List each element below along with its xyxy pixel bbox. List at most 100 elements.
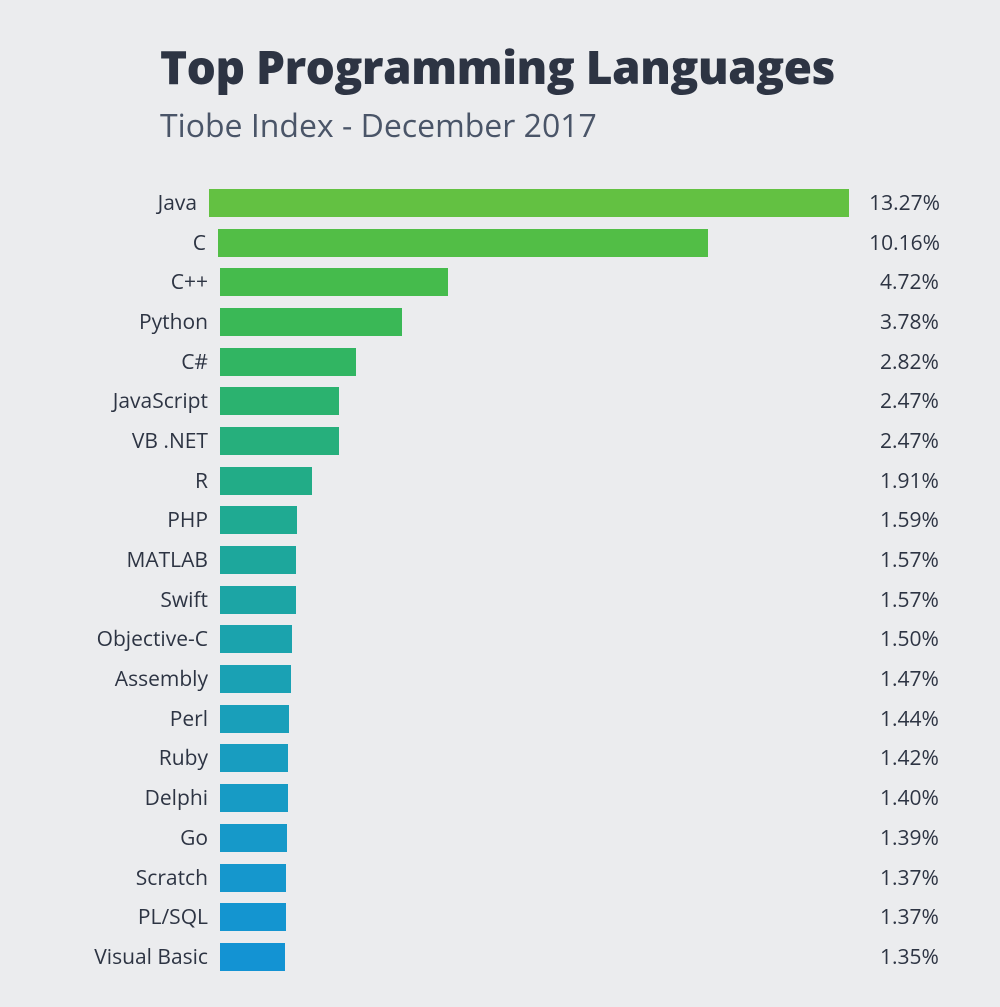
- bar-value: 2.82%: [860, 348, 939, 376]
- bar-track: [220, 943, 860, 971]
- bar-row: Go 1.39%: [60, 818, 940, 858]
- bar: [220, 467, 312, 495]
- bar-track: [220, 824, 860, 852]
- bar-label: VB .NET: [60, 427, 220, 455]
- bar-label: Go: [60, 824, 220, 852]
- bar-row: MATLAB1.57%: [60, 540, 940, 580]
- bar-value: 4.72%: [860, 268, 939, 296]
- bar-row: C++ 4.72%: [60, 262, 940, 302]
- bar: [220, 824, 287, 852]
- bar-value: 2.47%: [860, 387, 939, 415]
- bar-value: 1.44%: [860, 705, 939, 733]
- bar-value: 1.37%: [860, 864, 939, 892]
- bar: [220, 546, 296, 574]
- bar-track: [220, 506, 860, 534]
- bar-value: 1.57%: [860, 586, 939, 614]
- bar: [220, 943, 285, 971]
- bar: [220, 864, 286, 892]
- bar-row: Java 13.27%: [60, 183, 940, 223]
- bar-track: [220, 427, 860, 455]
- bar-row: C# 2.82%: [60, 342, 940, 382]
- bar: [220, 744, 288, 772]
- bar-label: Scratch: [60, 864, 220, 892]
- bar-label: C: [60, 229, 218, 257]
- bar-track: [220, 546, 860, 574]
- bar: [220, 308, 402, 336]
- bar-row: C 10.16%: [60, 223, 940, 263]
- bar-label: Java: [60, 189, 209, 217]
- bar-value: 1.39%: [860, 824, 939, 852]
- bar-track: [209, 189, 849, 217]
- bar-row: Visual Basic 1.35%: [60, 937, 940, 977]
- bar-track: [220, 586, 860, 614]
- bar-value: 13.27%: [849, 189, 940, 217]
- bar-label: Perl: [60, 705, 220, 733]
- bar-track: [220, 467, 860, 495]
- bar-row: VB .NET 2.47%: [60, 421, 940, 461]
- bar-row: PL/SQL1.37%: [60, 897, 940, 937]
- bar-label: Python: [60, 308, 220, 336]
- bar-value: 1.91%: [860, 467, 939, 495]
- bar-chart: Java 13.27% C 10.16% C++ 4.72% Python 3.78% C# 2.…: [60, 183, 940, 977]
- bar-value: 1.59%: [860, 506, 939, 534]
- bar: [220, 268, 448, 296]
- bar-track: [220, 784, 860, 812]
- bar-row: R 1.91%: [60, 461, 940, 501]
- bar-row: Delphi1.40%: [60, 778, 940, 818]
- bar: [218, 229, 708, 257]
- bar-track: [218, 229, 849, 257]
- bar-value: 1.50%: [860, 625, 939, 653]
- bar-track: [220, 308, 860, 336]
- bar-track: [220, 665, 860, 693]
- bar: [209, 189, 849, 217]
- bar-row: Assembly 1.47%: [60, 659, 940, 699]
- bar-row: Scratch 1.37%: [60, 858, 940, 898]
- bar: [220, 387, 339, 415]
- bar: [220, 784, 288, 812]
- bar-track: [220, 705, 860, 733]
- bar-label: Ruby: [60, 744, 220, 772]
- bar-track: [220, 387, 860, 415]
- bar-track: [220, 864, 860, 892]
- bar-row: Python 3.78%: [60, 302, 940, 342]
- bar-value: 1.37%: [860, 903, 939, 931]
- bar-value: 1.47%: [860, 665, 939, 693]
- bar-label: C#: [60, 348, 220, 376]
- chart-container: Top Programming Languages Tiobe Index - …: [0, 0, 1000, 1007]
- bar: [220, 665, 291, 693]
- bar-track: [220, 625, 860, 653]
- chart-subtitle: Tiobe Index - December 2017: [160, 104, 940, 147]
- bar-row: Perl 1.44%: [60, 699, 940, 739]
- bar-row: Swift 1.57%: [60, 580, 940, 620]
- bar-row: PHP 1.59%: [60, 501, 940, 541]
- bar: [220, 903, 286, 931]
- bar: [220, 625, 292, 653]
- bar-label: C++: [60, 268, 220, 296]
- bar-label: Objective-C: [60, 625, 220, 653]
- bar-label: R: [60, 467, 220, 495]
- bar-label: JavaScript: [60, 387, 220, 415]
- bar-label: MATLAB: [60, 546, 220, 574]
- bar-label: PHP: [60, 506, 220, 534]
- bar-value: 1.40%: [860, 784, 939, 812]
- bar-track: [220, 348, 860, 376]
- bar: [220, 427, 339, 455]
- bar-label: Visual Basic: [60, 943, 220, 971]
- bar-track: [220, 268, 860, 296]
- bar-track: [220, 744, 860, 772]
- bar-value: 1.35%: [860, 943, 939, 971]
- bar-row: Ruby 1.42%: [60, 739, 940, 779]
- bar: [220, 586, 296, 614]
- bar-row: JavaScript 2.47%: [60, 381, 940, 421]
- bar-value: 10.16%: [849, 229, 940, 257]
- bar-value: 2.47%: [860, 427, 939, 455]
- bar-label: Assembly: [60, 665, 220, 693]
- bar-value: 1.42%: [860, 744, 939, 772]
- bar: [220, 506, 297, 534]
- bar: [220, 705, 289, 733]
- bar-value: 3.78%: [860, 308, 939, 336]
- bar-label: Swift: [60, 586, 220, 614]
- bar-row: Objective-C 1.50%: [60, 620, 940, 660]
- bar: [220, 348, 356, 376]
- chart-title: Top Programming Languages: [160, 36, 940, 98]
